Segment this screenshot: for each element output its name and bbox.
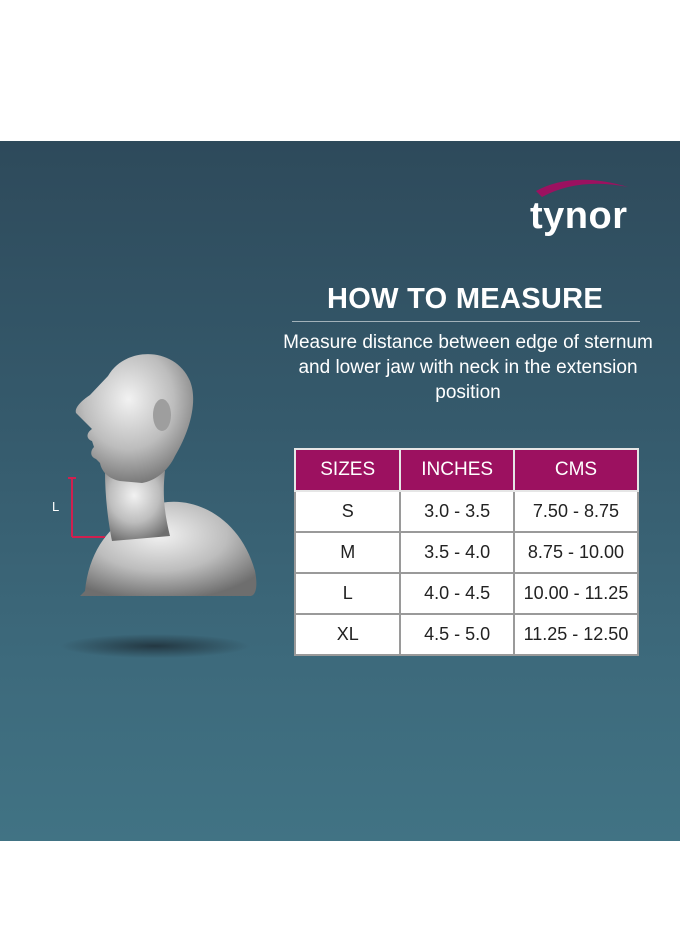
inches-cell: 4.5 - 5.0 bbox=[399, 613, 515, 656]
brand-swoosh-icon bbox=[536, 179, 628, 197]
table-row: S 3.0 - 3.5 7.50 - 8.75 bbox=[293, 490, 640, 533]
inches-cell: 4.0 - 4.5 bbox=[399, 572, 515, 615]
title-divider bbox=[292, 321, 640, 322]
inches-cell: 3.0 - 3.5 bbox=[399, 490, 515, 533]
brand-logo: tynor bbox=[528, 177, 648, 237]
size-cell: XL bbox=[293, 613, 402, 656]
header-inches: INCHES bbox=[399, 448, 515, 492]
head-neck-illustration: L bbox=[52, 354, 257, 658]
header-cms: CMS bbox=[512, 448, 640, 492]
product-info-panel: tynor HOW TO MEASURE Measure distance be… bbox=[0, 141, 680, 841]
brand-name: tynor bbox=[530, 195, 628, 237]
cms-cell: 10.00 - 11.25 bbox=[512, 572, 640, 615]
cms-cell: 11.25 - 12.50 bbox=[512, 613, 640, 656]
size-cell: S bbox=[293, 490, 402, 533]
page-title: HOW TO MEASURE bbox=[327, 283, 603, 315]
cms-cell: 8.75 - 10.00 bbox=[512, 531, 640, 574]
inches-cell: 3.5 - 4.0 bbox=[399, 531, 515, 574]
size-table-header-row: SIZES INCHES CMS bbox=[293, 448, 640, 492]
table-row: L 4.0 - 4.5 10.00 - 11.25 bbox=[293, 572, 640, 615]
measure-label: L bbox=[52, 499, 59, 514]
table-row: M 3.5 - 4.0 8.75 - 10.00 bbox=[293, 531, 640, 574]
size-chart-table: SIZES INCHES CMS S 3.0 - 3.5 7.50 - 8.75… bbox=[293, 448, 640, 656]
measure-instructions: Measure distance between edge of sternum… bbox=[283, 332, 653, 403]
cms-cell: 7.50 - 8.75 bbox=[512, 490, 640, 533]
size-cell: L bbox=[293, 572, 402, 615]
table-row: XL 4.5 - 5.0 11.25 - 12.50 bbox=[293, 613, 640, 656]
header-sizes: SIZES bbox=[293, 448, 402, 492]
size-cell: M bbox=[293, 531, 402, 574]
